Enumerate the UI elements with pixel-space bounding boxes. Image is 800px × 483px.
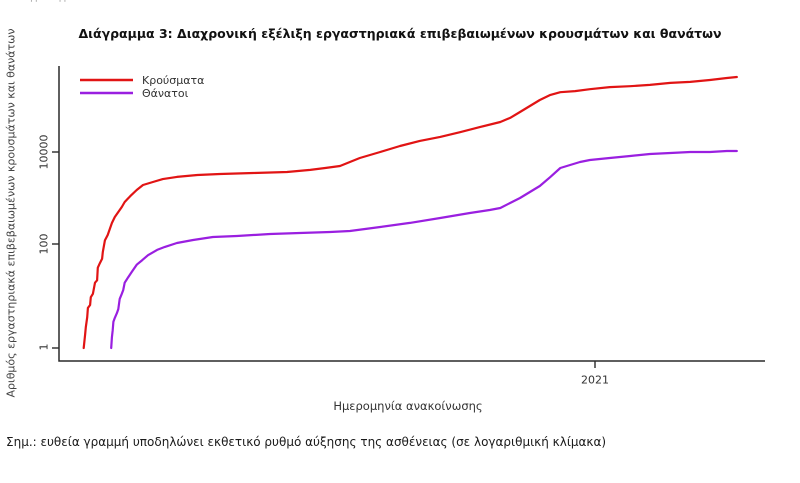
y-tick-label-100: 100 (37, 233, 51, 255)
x-axis-label: Ημερομηνία ανακοίνωσης (333, 399, 483, 413)
axis-lines (58, 66, 765, 362)
legend-deaths-label: Θάνατοι (142, 87, 189, 100)
footnote: Σημ.: ευθεία γραμμή υποδηλώνει εκθετικό … (6, 435, 607, 449)
y-tick-label-10000: 10000 (37, 134, 51, 170)
cropped-text-artifact: ·· ·· (30, 0, 69, 7)
legend-cases-label: Κρούσματα (142, 74, 205, 87)
x-tick-label-2021: 2021 (581, 373, 609, 387)
y-axis-label: Αριθμός εργαστηριακά επιβεβαιωμένων κρου… (4, 28, 18, 398)
chart-title: Διάγραμμα 3: Διαχρονική εξέλιξη εργαστηρ… (78, 26, 722, 41)
deaths-line (110, 149, 738, 350)
y-tick-label-1: 1 (37, 343, 51, 351)
cases-line (82, 75, 738, 350)
